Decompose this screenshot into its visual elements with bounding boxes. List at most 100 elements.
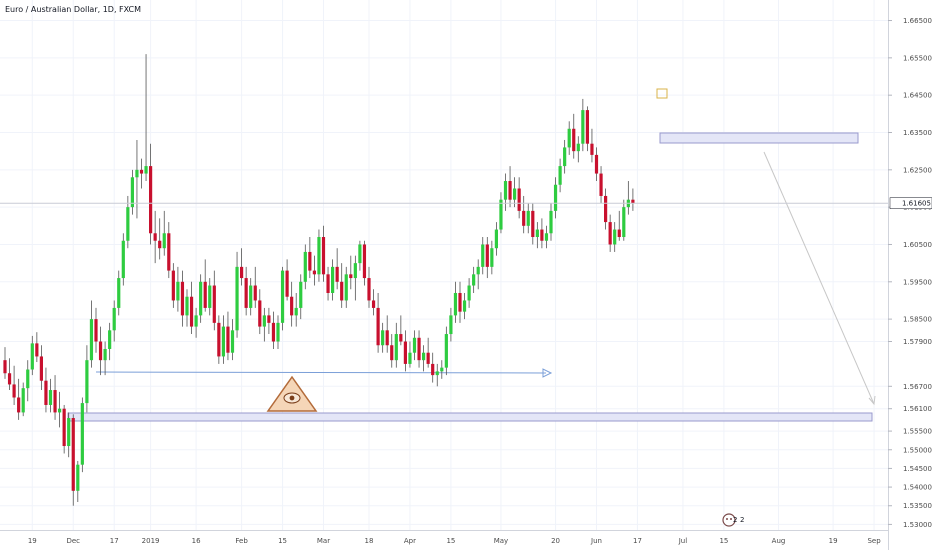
bullish-candle[interactable] <box>80 397 84 473</box>
bullish-candle[interactable] <box>613 222 617 252</box>
bearish-candle[interactable] <box>189 281 194 335</box>
bullish-candle[interactable] <box>194 307 198 338</box>
bullish-candle[interactable] <box>344 266 348 308</box>
bullish-candle[interactable] <box>103 341 107 376</box>
bearish-candle[interactable] <box>426 337 430 368</box>
bearish-candle[interactable] <box>335 248 339 290</box>
bearish-candle[interactable] <box>458 281 462 323</box>
bullish-candle[interactable] <box>299 274 303 320</box>
projection-arrow-line[interactable] <box>763 151 875 405</box>
bullish-candle[interactable] <box>462 292 467 320</box>
bullish-candle[interactable] <box>499 192 503 234</box>
bearish-candle[interactable] <box>508 166 512 208</box>
bearish-candle[interactable] <box>3 347 7 379</box>
bearish-candle[interactable] <box>149 143 153 245</box>
bullish-candle[interactable] <box>440 360 444 379</box>
bearish-candle[interactable] <box>271 311 276 349</box>
bearish-candle[interactable] <box>403 330 407 372</box>
bullish-candle[interactable] <box>449 307 453 342</box>
bullish-candle[interactable] <box>30 335 34 376</box>
bullish-candle[interactable] <box>280 266 285 331</box>
bullish-candle[interactable] <box>553 177 558 219</box>
price-axis[interactable]: 1.665001.655001.645001.635001.625001.615… <box>888 17 932 529</box>
bearish-candle[interactable] <box>7 358 12 391</box>
bearish-candle[interactable] <box>98 326 103 376</box>
bullish-candle[interactable] <box>490 240 494 275</box>
bearish-candle[interactable] <box>217 315 221 364</box>
bullish-candle[interactable] <box>408 341 412 368</box>
bearish-candle[interactable] <box>17 378 21 420</box>
bullish-candle[interactable] <box>221 315 225 364</box>
bearish-candle[interactable] <box>226 311 230 361</box>
bullish-candle[interactable] <box>235 251 239 338</box>
bearish-candle[interactable] <box>376 292 380 353</box>
bullish-candle[interactable] <box>544 225 549 249</box>
bearish-candle[interactable] <box>631 188 635 211</box>
bullish-candle[interactable] <box>121 233 125 286</box>
bullish-candle[interactable] <box>558 158 562 193</box>
bearish-candle[interactable] <box>240 248 244 286</box>
bullish-candle[interactable] <box>294 292 298 327</box>
bullish-candle[interactable] <box>162 210 166 256</box>
bullish-candle[interactable] <box>422 345 426 372</box>
bearish-candle[interactable] <box>203 259 207 312</box>
bullish-candle[interactable] <box>317 229 321 282</box>
bearish-candle[interactable] <box>431 352 435 383</box>
support-zone[interactable] <box>67 412 873 422</box>
bullish-candle[interactable] <box>535 222 539 249</box>
bearish-candle[interactable] <box>244 266 248 316</box>
bearish-candle[interactable] <box>594 147 599 182</box>
bearish-candle[interactable] <box>540 218 544 249</box>
bullish-candle[interactable] <box>48 378 53 413</box>
bearish-candle[interactable] <box>608 214 612 252</box>
bullish-candle[interactable] <box>353 255 357 301</box>
bullish-candle[interactable] <box>117 270 121 316</box>
bullish-candle[interactable] <box>467 278 471 308</box>
bearish-candle[interactable] <box>312 255 316 286</box>
bullish-candle[interactable] <box>331 259 335 301</box>
bearish-candle[interactable] <box>171 263 175 308</box>
bullish-candle[interactable] <box>494 222 498 256</box>
bullish-candle[interactable] <box>249 278 253 316</box>
bullish-candle[interactable] <box>208 278 212 316</box>
resistance-zone[interactable] <box>659 132 859 144</box>
bearish-candle[interactable] <box>522 195 526 234</box>
bearish-candle[interactable] <box>53 375 57 420</box>
bullish-candle[interactable] <box>112 300 116 342</box>
bullish-candle[interactable] <box>130 169 134 215</box>
bearish-candle[interactable] <box>39 345 43 391</box>
bullish-candle[interactable] <box>21 382 25 417</box>
bullish-candle[interactable] <box>26 360 30 402</box>
bearish-candle[interactable] <box>212 270 216 331</box>
bullish-candle[interactable] <box>412 330 417 361</box>
time-axis[interactable]: 19 Dec 17 2019 16 Feb 15 Mar 18 Apr 15 May 20 Jun 17 Ju… <box>28 537 881 545</box>
bullish-candle[interactable] <box>576 136 580 163</box>
bearish-candle[interactable] <box>139 158 144 189</box>
bullish-candle[interactable] <box>444 326 448 376</box>
bullish-candle[interactable] <box>503 173 508 211</box>
bullish-candle[interactable] <box>303 244 307 290</box>
peak-marker-box[interactable] <box>656 88 668 99</box>
bullish-candle[interactable] <box>622 199 626 241</box>
bearish-candle[interactable] <box>385 315 389 353</box>
bullish-candle[interactable] <box>453 281 458 323</box>
bearish-candle[interactable] <box>44 367 48 413</box>
eye-triangle-icon[interactable] <box>266 375 318 412</box>
bearish-candle[interactable] <box>62 404 66 454</box>
bullish-candle[interactable] <box>563 139 567 174</box>
bearish-candle[interactable] <box>390 334 394 368</box>
bullish-candle[interactable] <box>185 289 189 327</box>
bullish-candle[interactable] <box>85 345 89 413</box>
bearish-candle[interactable] <box>158 218 162 260</box>
bearish-candle[interactable] <box>367 266 371 308</box>
bullish-candle[interactable] <box>126 195 130 249</box>
bullish-candle[interactable] <box>626 181 630 215</box>
bullish-candle[interactable] <box>435 363 439 387</box>
bullish-candle[interactable] <box>89 300 94 368</box>
bearish-candle[interactable] <box>308 237 312 279</box>
bullish-candle[interactable] <box>262 307 266 342</box>
bullish-candle[interactable] <box>549 203 553 241</box>
bearish-candle[interactable] <box>517 177 521 219</box>
bullish-candle[interactable] <box>381 322 385 353</box>
bearish-candle[interactable] <box>417 330 421 368</box>
